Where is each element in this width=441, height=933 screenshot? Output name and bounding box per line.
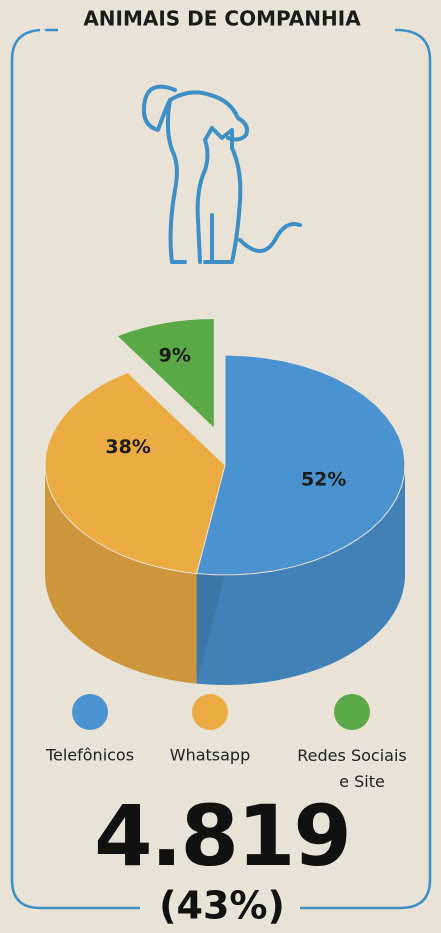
pet-icon [141,84,302,264]
pie-slice [195,354,406,576]
pie-slice [116,317,215,430]
title: ANIMAIS DE COMPANHIA [83,7,361,31]
legend-swatch [192,694,228,730]
frame [10,28,432,910]
data-label: 38% [105,436,150,458]
data-label: 9% [159,345,191,367]
legend-label: Whatsapp [170,746,251,765]
pie: 52% 38% 9% [44,317,406,685]
data-label: 52% [301,468,346,490]
legend-swatch [72,694,108,730]
pie-slice [44,371,226,575]
total: 4.819 [94,787,350,885]
legend-label: Telefônicos [45,746,134,765]
pie-side [196,465,405,685]
share: (43%) [159,884,285,928]
pie-side [45,465,197,684]
legend-label: Redes Sociais e Site [297,746,406,791]
legend-swatch [334,694,370,730]
